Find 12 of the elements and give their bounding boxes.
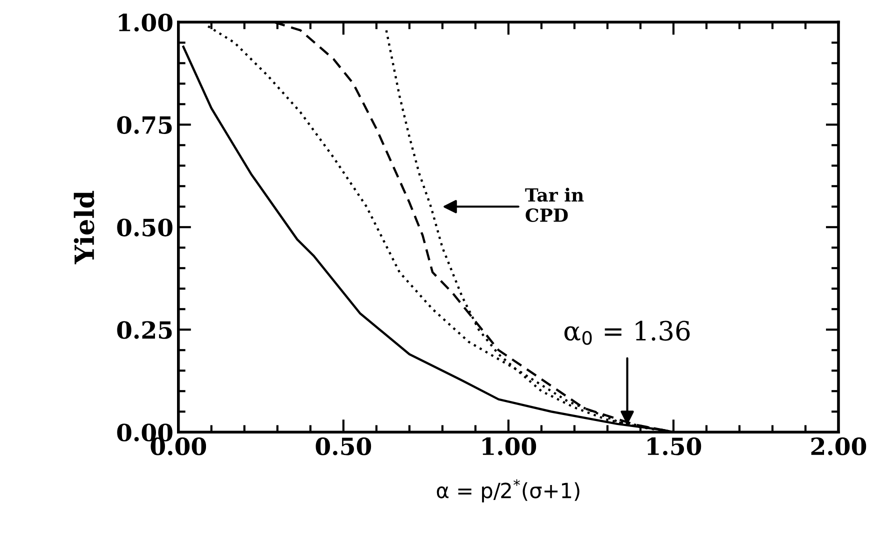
y-tick-label: 0.25 xyxy=(117,321,172,339)
annotation: Tar in CPD xyxy=(525,188,584,222)
x-tick-label: 2.00 xyxy=(811,437,866,456)
y-axis-title: Yield xyxy=(74,190,94,264)
y-tick-label: 0.50 xyxy=(117,218,172,236)
annotation: α$_{0}$ = 1.36 xyxy=(564,320,690,345)
x-tick-label: 0.50 xyxy=(316,437,372,456)
y-tick-label: 1.00 xyxy=(118,14,172,32)
x-axis-title: α = p/2$^{*}$(σ+1) xyxy=(436,479,580,502)
y-tick-label: 0.75 xyxy=(117,116,172,134)
x-tick-label: 1.50 xyxy=(648,437,702,456)
x-tick-label: 1.00 xyxy=(482,437,536,456)
